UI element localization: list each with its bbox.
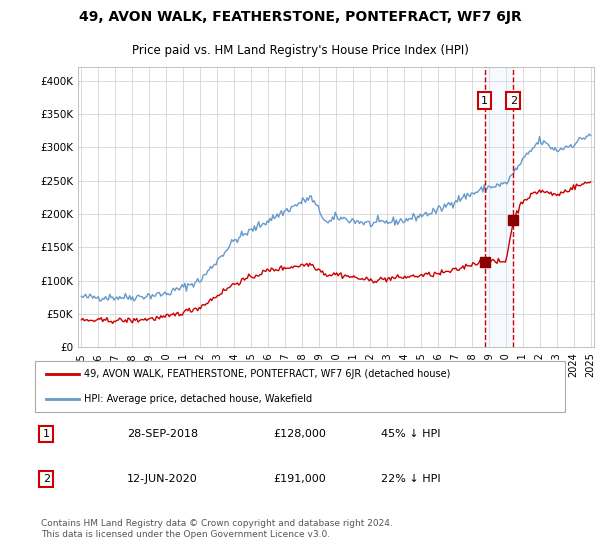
Text: 12-JUN-2020: 12-JUN-2020 <box>127 474 198 484</box>
Text: 2: 2 <box>510 96 517 105</box>
Text: 28-SEP-2018: 28-SEP-2018 <box>127 429 199 439</box>
Text: 22% ↓ HPI: 22% ↓ HPI <box>381 474 440 484</box>
Bar <box>485 67 514 347</box>
Text: £191,000: £191,000 <box>273 474 326 484</box>
FancyBboxPatch shape <box>35 361 565 412</box>
Text: 2: 2 <box>43 474 50 484</box>
Text: 49, AVON WALK, FEATHERSTONE, PONTEFRACT, WF7 6JR (detached house): 49, AVON WALK, FEATHERSTONE, PONTEFRACT,… <box>84 369 451 379</box>
Text: HPI: Average price, detached house, Wakefield: HPI: Average price, detached house, Wake… <box>84 394 312 404</box>
Text: Price paid vs. HM Land Registry's House Price Index (HPI): Price paid vs. HM Land Registry's House … <box>131 44 469 57</box>
Text: Contains HM Land Registry data © Crown copyright and database right 2024.
This d: Contains HM Land Registry data © Crown c… <box>41 519 392 539</box>
Text: 1: 1 <box>43 429 50 439</box>
Text: 49, AVON WALK, FEATHERSTONE, PONTEFRACT, WF7 6JR: 49, AVON WALK, FEATHERSTONE, PONTEFRACT,… <box>79 10 521 24</box>
Text: 1: 1 <box>481 96 488 105</box>
Text: 45% ↓ HPI: 45% ↓ HPI <box>381 429 440 439</box>
Text: £128,000: £128,000 <box>273 429 326 439</box>
